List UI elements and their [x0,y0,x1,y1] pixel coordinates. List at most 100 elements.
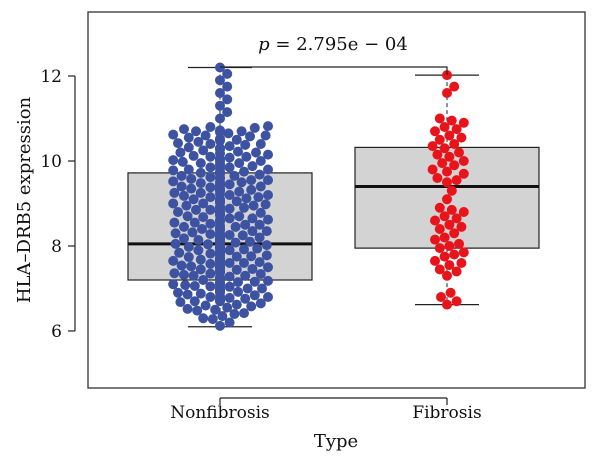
data-point-nonfibrosis [263,121,273,132]
data-point-fibrosis [439,251,450,262]
data-point-nonfibrosis [205,182,216,193]
data-point-nonfibrosis [261,226,272,237]
data-point-nonfibrosis [239,258,249,268]
data-point-fibrosis [442,194,452,205]
data-point-nonfibrosis [189,217,200,228]
y-tick-label: 6 [51,322,62,342]
data-point-nonfibrosis [176,181,187,192]
data-point-nonfibrosis [245,131,255,142]
data-point-nonfibrosis [242,283,253,294]
data-point-nonfibrosis [247,226,258,237]
data-point-fibrosis [445,287,456,298]
data-point-nonfibrosis [198,145,209,156]
data-point-nonfibrosis [231,264,242,275]
data-point-nonfibrosis [205,122,216,132]
data-point-nonfibrosis [175,147,186,158]
data-point-nonfibrosis [193,245,204,256]
data-point-nonfibrosis [240,293,251,304]
data-point-nonfibrosis [205,192,216,203]
data-point-nonfibrosis [224,152,235,163]
data-point-nonfibrosis [231,196,242,207]
data-point-fibrosis [427,141,438,152]
data-point-nonfibrosis [234,158,245,169]
data-point-nonfibrosis [223,128,234,139]
data-point-fibrosis [439,122,450,132]
data-point-nonfibrosis [239,166,249,177]
x-axis: Nonfibrosis Fibrosis [170,397,482,423]
data-point-nonfibrosis [247,213,258,224]
data-point-nonfibrosis [224,245,235,256]
data-point-nonfibrosis [239,308,249,319]
data-point-nonfibrosis [222,302,233,313]
data-point-nonfibrosis [231,134,242,145]
data-point-nonfibrosis [252,243,263,254]
data-point-fibrosis [451,124,462,135]
p-value-label: p = 2.795e − 04 [258,34,408,55]
data-point-fibrosis [444,219,455,230]
data-point-nonfibrosis [195,178,206,189]
y-tick-label: 10 [40,152,62,172]
data-point-nonfibrosis [173,138,183,149]
data-point-fibrosis [451,213,462,224]
data-point-nonfibrosis [169,268,180,279]
data-point-fibrosis [449,228,460,239]
data-point-nonfibrosis [168,129,179,140]
data-point-nonfibrosis [176,170,187,181]
data-point-fibrosis [444,151,455,162]
data-point-nonfibrosis [168,176,179,187]
data-point-nonfibrosis [254,232,265,243]
data-point-nonfibrosis [224,229,235,240]
data-point-fibrosis [430,126,440,137]
data-point-fibrosis [458,168,469,179]
data-point-nonfibrosis [224,190,235,200]
data-point-fibrosis [444,241,455,251]
data-point-nonfibrosis [254,219,265,230]
plot-frame [87,11,586,389]
data-point-nonfibrosis [224,258,235,268]
data-point-fibrosis [434,202,445,213]
data-point-nonfibrosis [241,151,252,162]
data-point-nonfibrosis [263,149,273,160]
data-point-fibrosis [446,115,457,126]
data-point-fibrosis [432,173,443,183]
data-point-nonfibrosis [198,212,209,223]
data-point-nonfibrosis [237,230,248,241]
p-symbol: p [258,34,270,55]
data-point-nonfibrosis [198,275,209,285]
data-point-nonfibrosis [224,213,235,224]
data-point-nonfibrosis [195,187,206,198]
data-point-nonfibrosis [224,179,235,190]
data-point-nonfibrosis [182,211,193,222]
data-point-fibrosis [442,70,452,81]
data-point-fibrosis [430,255,440,266]
data-point-nonfibrosis [261,240,272,251]
data-point-fibrosis [446,185,457,196]
data-point-nonfibrosis [200,130,211,141]
data-point-nonfibrosis [254,169,265,180]
y-tick-label: 8 [51,237,62,257]
data-point-nonfibrosis [168,255,179,266]
data-point-nonfibrosis [239,202,249,213]
data-point-nonfibrosis [195,264,206,275]
data-point-nonfibrosis [247,161,258,172]
data-point-nonfibrosis [246,175,257,186]
data-point-nonfibrosis [188,270,199,281]
data-point-fibrosis [430,215,440,226]
data-point-nonfibrosis [170,238,181,249]
data-point-nonfibrosis [207,314,218,325]
data-point-nonfibrosis [197,224,207,234]
data-point-nonfibrosis [177,156,188,167]
data-point-fibrosis [446,204,457,215]
data-point-nonfibrosis [191,126,201,137]
significance-bracket [220,66,448,75]
data-point-nonfibrosis [222,107,233,118]
data-point-nonfibrosis [231,299,242,310]
data-point-fibrosis [451,296,462,307]
data-point-nonfibrosis [255,207,266,218]
data-point-nonfibrosis [182,289,193,300]
data-point-nonfibrosis [236,126,247,137]
data-point-nonfibrosis [234,186,245,197]
data-point-nonfibrosis [255,181,266,192]
data-point-nonfibrosis [215,143,225,154]
data-point-fibrosis [439,211,450,222]
